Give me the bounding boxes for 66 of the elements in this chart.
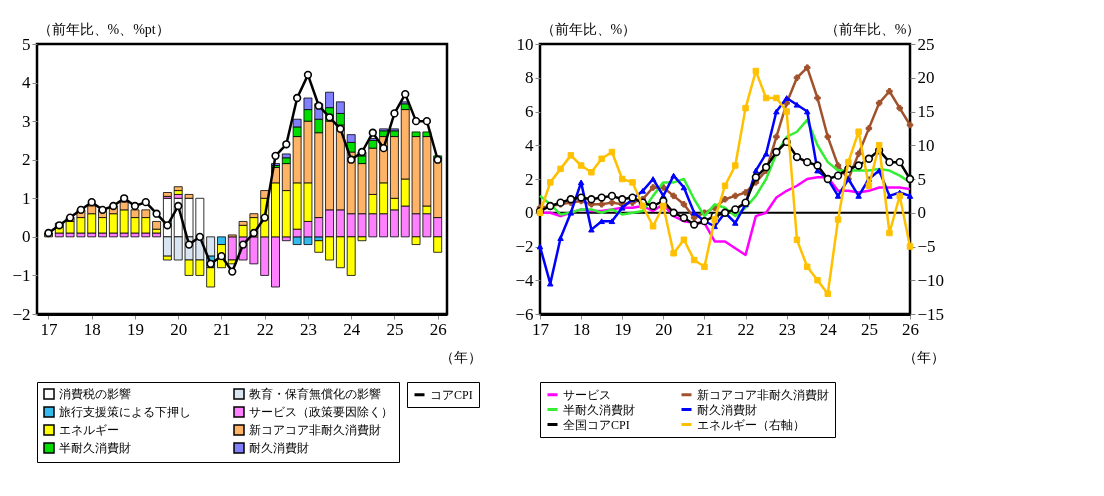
legend-label: 全国コアCPI xyxy=(563,417,630,432)
y-tick-label: −6 xyxy=(515,304,534,324)
x-tick-label: 23 xyxy=(299,319,317,339)
x-tick-label: 24 xyxy=(343,319,361,339)
legend-label: 新コアコア非耐久消費財 xyxy=(697,387,829,402)
y-tick-label: 3 xyxy=(22,111,31,131)
legend-label: 旅行支援策による下押し xyxy=(59,405,191,419)
y-tick-label: −1 xyxy=(12,265,31,285)
y-tick-label: 4 xyxy=(22,73,31,93)
y2-tick-label: 5 xyxy=(917,169,926,189)
legend-label: エネルギー（右軸） xyxy=(697,417,805,432)
y-tick-label: 5 xyxy=(22,34,31,54)
x-axis-title: （年） xyxy=(439,349,482,365)
y2-tick-label: 20 xyxy=(917,68,935,88)
x-tick-label: 18 xyxy=(83,319,101,339)
y-tick-label: 8 xyxy=(525,68,534,88)
y-axis-title: （前年比、%） xyxy=(540,21,637,37)
legend-label: 耐久消費財 xyxy=(249,441,309,455)
x-tick-label: 24 xyxy=(819,319,838,339)
x-tick-label: 19 xyxy=(614,319,632,339)
x-tick-label: 21 xyxy=(213,319,231,339)
y2-tick-label: −15 xyxy=(917,304,945,324)
y2-tick-label: −5 xyxy=(917,237,936,256)
y-tick-label: −4 xyxy=(515,270,534,290)
legend-label: 半耐久消費財 xyxy=(563,402,635,417)
y-tick-label: 2 xyxy=(525,169,534,189)
x-tick-label: 26 xyxy=(902,319,919,339)
y-tick-label: 0 xyxy=(22,227,31,247)
x-tick-label: 19 xyxy=(126,319,144,339)
legend-label: エネルギー xyxy=(59,423,119,437)
legend-label: 半耐久消費財 xyxy=(59,441,131,455)
x-tick-label: 20 xyxy=(655,319,673,339)
y-tick-label: 6 xyxy=(525,102,534,121)
y-tick-label: 2 xyxy=(22,150,31,170)
x-tick-label: 26 xyxy=(429,319,447,339)
y2-tick-label: 15 xyxy=(917,102,935,121)
y-tick-label: 4 xyxy=(525,135,534,155)
legend-label: 耐久消費財 xyxy=(697,402,757,417)
legend-label: サービス（政策要因除く） xyxy=(249,405,393,419)
legend-label: 教育・保育無償化の影響 xyxy=(249,387,381,401)
x-tick-label: 18 xyxy=(573,319,591,339)
y2-tick-label: −10 xyxy=(917,270,945,290)
x-tick-label: 22 xyxy=(737,319,755,339)
y-tick-label: 10 xyxy=(516,34,534,54)
x-tick-label: 25 xyxy=(860,319,878,339)
legend-label: コアCPI xyxy=(430,387,473,402)
x-axis-title: （年） xyxy=(902,349,945,365)
y-tick-label: −2 xyxy=(515,237,534,256)
y2-tick-label: 25 xyxy=(917,34,935,54)
legend-label: 消費税の影響 xyxy=(59,387,131,401)
legend-label: サービス xyxy=(563,387,611,402)
x-tick-label: 17 xyxy=(532,319,550,339)
x-tick-label: 20 xyxy=(170,319,188,339)
x-tick-label: 17 xyxy=(40,319,58,339)
y2-tick-label: 10 xyxy=(917,135,935,155)
x-tick-label: 22 xyxy=(256,319,274,339)
y2-tick-label: 0 xyxy=(917,203,926,223)
y-axis-title: （前年比、%、%pt） xyxy=(37,21,170,37)
y-tick-label: 1 xyxy=(22,188,31,208)
y-tick-label: −2 xyxy=(12,304,31,324)
x-tick-label: 23 xyxy=(778,319,796,339)
y2-axis-title: （前年比、%） xyxy=(824,21,921,37)
x-tick-label: 21 xyxy=(696,319,714,339)
x-tick-label: 25 xyxy=(386,319,404,339)
legend-label: 新コアコア非耐久消費財 xyxy=(249,423,381,437)
y-tick-label: 0 xyxy=(525,203,534,223)
